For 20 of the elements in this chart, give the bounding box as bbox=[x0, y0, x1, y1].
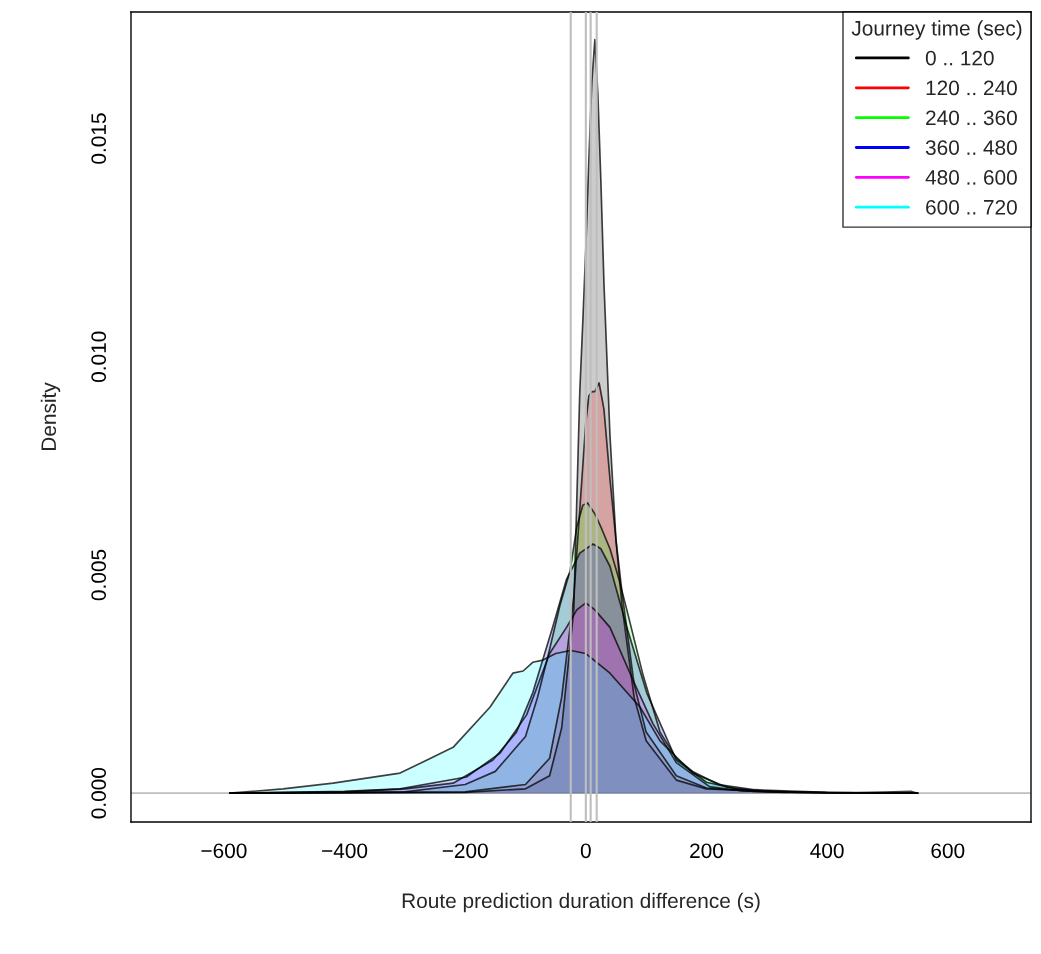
legend-label: 600 .. 720 bbox=[926, 199, 1017, 215]
x-tick-label: −600 bbox=[201, 843, 247, 859]
legend-label: 360 .. 480 bbox=[925, 140, 1017, 155]
legend-title: Journey time (sec) bbox=[851, 20, 1022, 40]
y-tick-label: 0.010 bbox=[91, 331, 107, 383]
x-tick-label: 400 bbox=[810, 843, 844, 859]
y-tick-label: 0.005 bbox=[91, 549, 107, 601]
x-tick-label: −400 bbox=[322, 843, 368, 859]
x-tick-label: 0 bbox=[580, 843, 591, 859]
y-tick-label: 0.015 bbox=[91, 113, 107, 164]
legend-label: 240 .. 360 bbox=[926, 110, 1017, 126]
legend-label: 0 .. 120 bbox=[925, 50, 994, 66]
x-axis-title: Route prediction duration difference (s) bbox=[402, 892, 760, 913]
x-tick-label: 200 bbox=[690, 843, 724, 859]
legend-label: 120 .. 240 bbox=[926, 80, 1017, 96]
legend-label: 480 .. 600 bbox=[925, 170, 1017, 185]
y-tick-label: 0.000 bbox=[91, 767, 107, 819]
y-axis-title: Density bbox=[40, 382, 61, 451]
x-tick-label: 600 bbox=[931, 843, 965, 859]
x-tick-label: −200 bbox=[442, 843, 488, 859]
